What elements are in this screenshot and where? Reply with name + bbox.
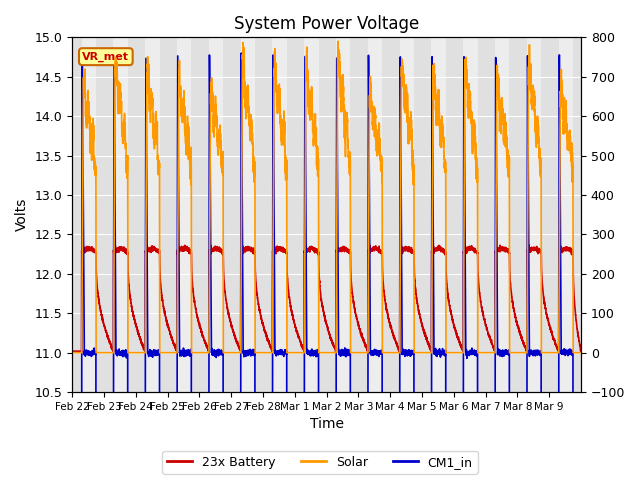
23x Battery xyxy=(141,350,149,356)
Solar xyxy=(68,350,76,356)
Solar xyxy=(456,350,464,356)
X-axis label: Time: Time xyxy=(310,418,344,432)
23x Battery xyxy=(577,348,585,354)
Bar xyxy=(368,37,382,392)
Y-axis label: Volts: Volts xyxy=(15,198,29,231)
Solar xyxy=(264,350,271,356)
Bar xyxy=(431,37,446,392)
Line: 23x Battery: 23x Battery xyxy=(72,244,581,353)
Title: System Power Voltage: System Power Voltage xyxy=(234,15,419,33)
23x Battery xyxy=(264,337,271,343)
Line: CM1_in: CM1_in xyxy=(72,53,581,480)
Text: VR_met: VR_met xyxy=(83,51,129,62)
Solar xyxy=(577,350,585,356)
Bar xyxy=(145,37,159,392)
Bar xyxy=(177,37,191,392)
23x Battery xyxy=(379,267,387,273)
CM1_in xyxy=(237,50,245,56)
Bar xyxy=(82,37,96,392)
Bar xyxy=(495,37,509,392)
Bar xyxy=(399,37,414,392)
CM1_in xyxy=(365,72,372,78)
Solar xyxy=(365,230,372,236)
Bar xyxy=(463,37,477,392)
23x Battery xyxy=(86,245,93,251)
23x Battery xyxy=(308,246,316,252)
23x Battery xyxy=(365,249,372,254)
Solar xyxy=(86,118,93,123)
Line: Solar: Solar xyxy=(72,41,581,353)
Bar xyxy=(336,37,350,392)
CM1_in xyxy=(86,349,93,355)
Bar xyxy=(113,37,128,392)
Solar xyxy=(379,350,387,356)
Bar xyxy=(559,37,573,392)
Bar xyxy=(304,37,319,392)
Legend: 23x Battery, Solar, CM1_in: 23x Battery, Solar, CM1_in xyxy=(163,451,477,474)
23x Battery xyxy=(456,341,464,347)
23x Battery xyxy=(68,348,76,354)
Solar xyxy=(334,38,342,44)
23x Battery xyxy=(525,241,532,247)
Bar xyxy=(209,37,223,392)
CM1_in xyxy=(308,348,316,354)
Solar xyxy=(307,101,315,107)
Bar xyxy=(273,37,287,392)
Bar xyxy=(241,37,255,392)
Bar xyxy=(527,37,541,392)
